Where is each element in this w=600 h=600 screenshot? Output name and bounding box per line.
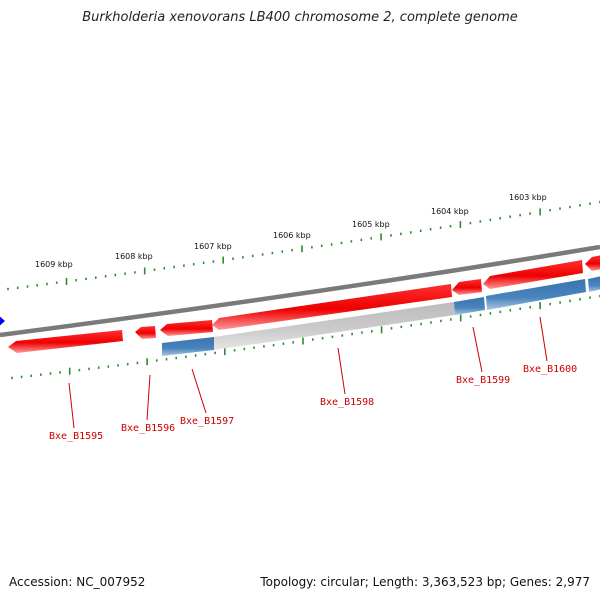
kbp-label-1608: 1608 kbp (115, 252, 153, 261)
kbp-label-1609: 1609 kbp (35, 260, 73, 269)
gene-label-bxe-b1598[interactable]: Bxe_B1598 (320, 397, 374, 408)
gene-arrow-bxe-b1597[interactable] (160, 320, 213, 336)
gene-label-bxe-b1596[interactable]: Bxe_B1596 (121, 423, 175, 434)
feature-bar-bxe-b1598 (214, 302, 455, 350)
gene-arrows (8, 255, 600, 353)
topology-summary-text: Topology: circular; Length: 3,363,523 bp… (260, 575, 590, 589)
kbp-label-1605: 1605 kbp (352, 220, 390, 229)
gene-arrow-bxe-b1595[interactable] (8, 330, 123, 353)
gene-label-leaders (68, 316, 548, 429)
gene-arrow-bxe-b1599[interactable] (452, 279, 482, 295)
leader-line-bxe-b1596 (146, 374, 151, 421)
ruler-tick-track (7, 200, 600, 291)
gene-arrow-next[interactable] (585, 255, 600, 271)
kbp-label-1604: 1604 kbp (431, 207, 469, 216)
leader-line-bxe-b1599 (472, 326, 483, 373)
gene-arrow-bxe-b1596[interactable] (135, 326, 156, 339)
feature-bar-bxe-b1600 (486, 279, 586, 310)
gene-labels: Bxe_B1595 Bxe_B1596 Bxe_B1597 Bxe_B1598 … (49, 364, 577, 442)
map-title: Burkholderia xenovorans LB400 chromosome… (82, 10, 518, 25)
kbp-label-1603: 1603 kbp (509, 193, 547, 202)
accession-text: Accession: NC_007952 (9, 575, 146, 589)
leader-line-bxe-b1598 (337, 347, 346, 395)
genome-backbone (0, 244, 600, 338)
leader-line-bxe-b1600 (539, 316, 548, 362)
gene-label-bxe-b1597[interactable]: Bxe_B1597 (180, 416, 234, 427)
gene-arrow-bxe-b1600[interactable] (483, 260, 583, 289)
ruler-labels: 1609 kbp 1608 kbp 1607 kbp 1606 kbp 1605… (35, 193, 547, 269)
gene-label-bxe-b1600[interactable]: Bxe_B1600 (523, 364, 577, 375)
feature-bar-bxe-b1599 (454, 297, 485, 315)
feature-bar-bxe-b1597 (162, 337, 214, 356)
lower-tick-track (11, 294, 600, 380)
leader-line-bxe-b1597 (191, 368, 207, 414)
position-marker-icon (0, 316, 5, 326)
feature-bar-next (588, 276, 600, 292)
leader-line-bxe-b1595 (68, 382, 75, 429)
kbp-label-1607: 1607 kbp (194, 242, 232, 251)
feature-bars (162, 276, 600, 356)
gene-label-bxe-b1595[interactable]: Bxe_B1595 (49, 431, 103, 442)
gene-label-bxe-b1599[interactable]: Bxe_B1599 (456, 375, 510, 386)
kbp-label-1606: 1606 kbp (273, 231, 311, 240)
gene-arrow-bxe-b1598[interactable] (212, 284, 452, 330)
